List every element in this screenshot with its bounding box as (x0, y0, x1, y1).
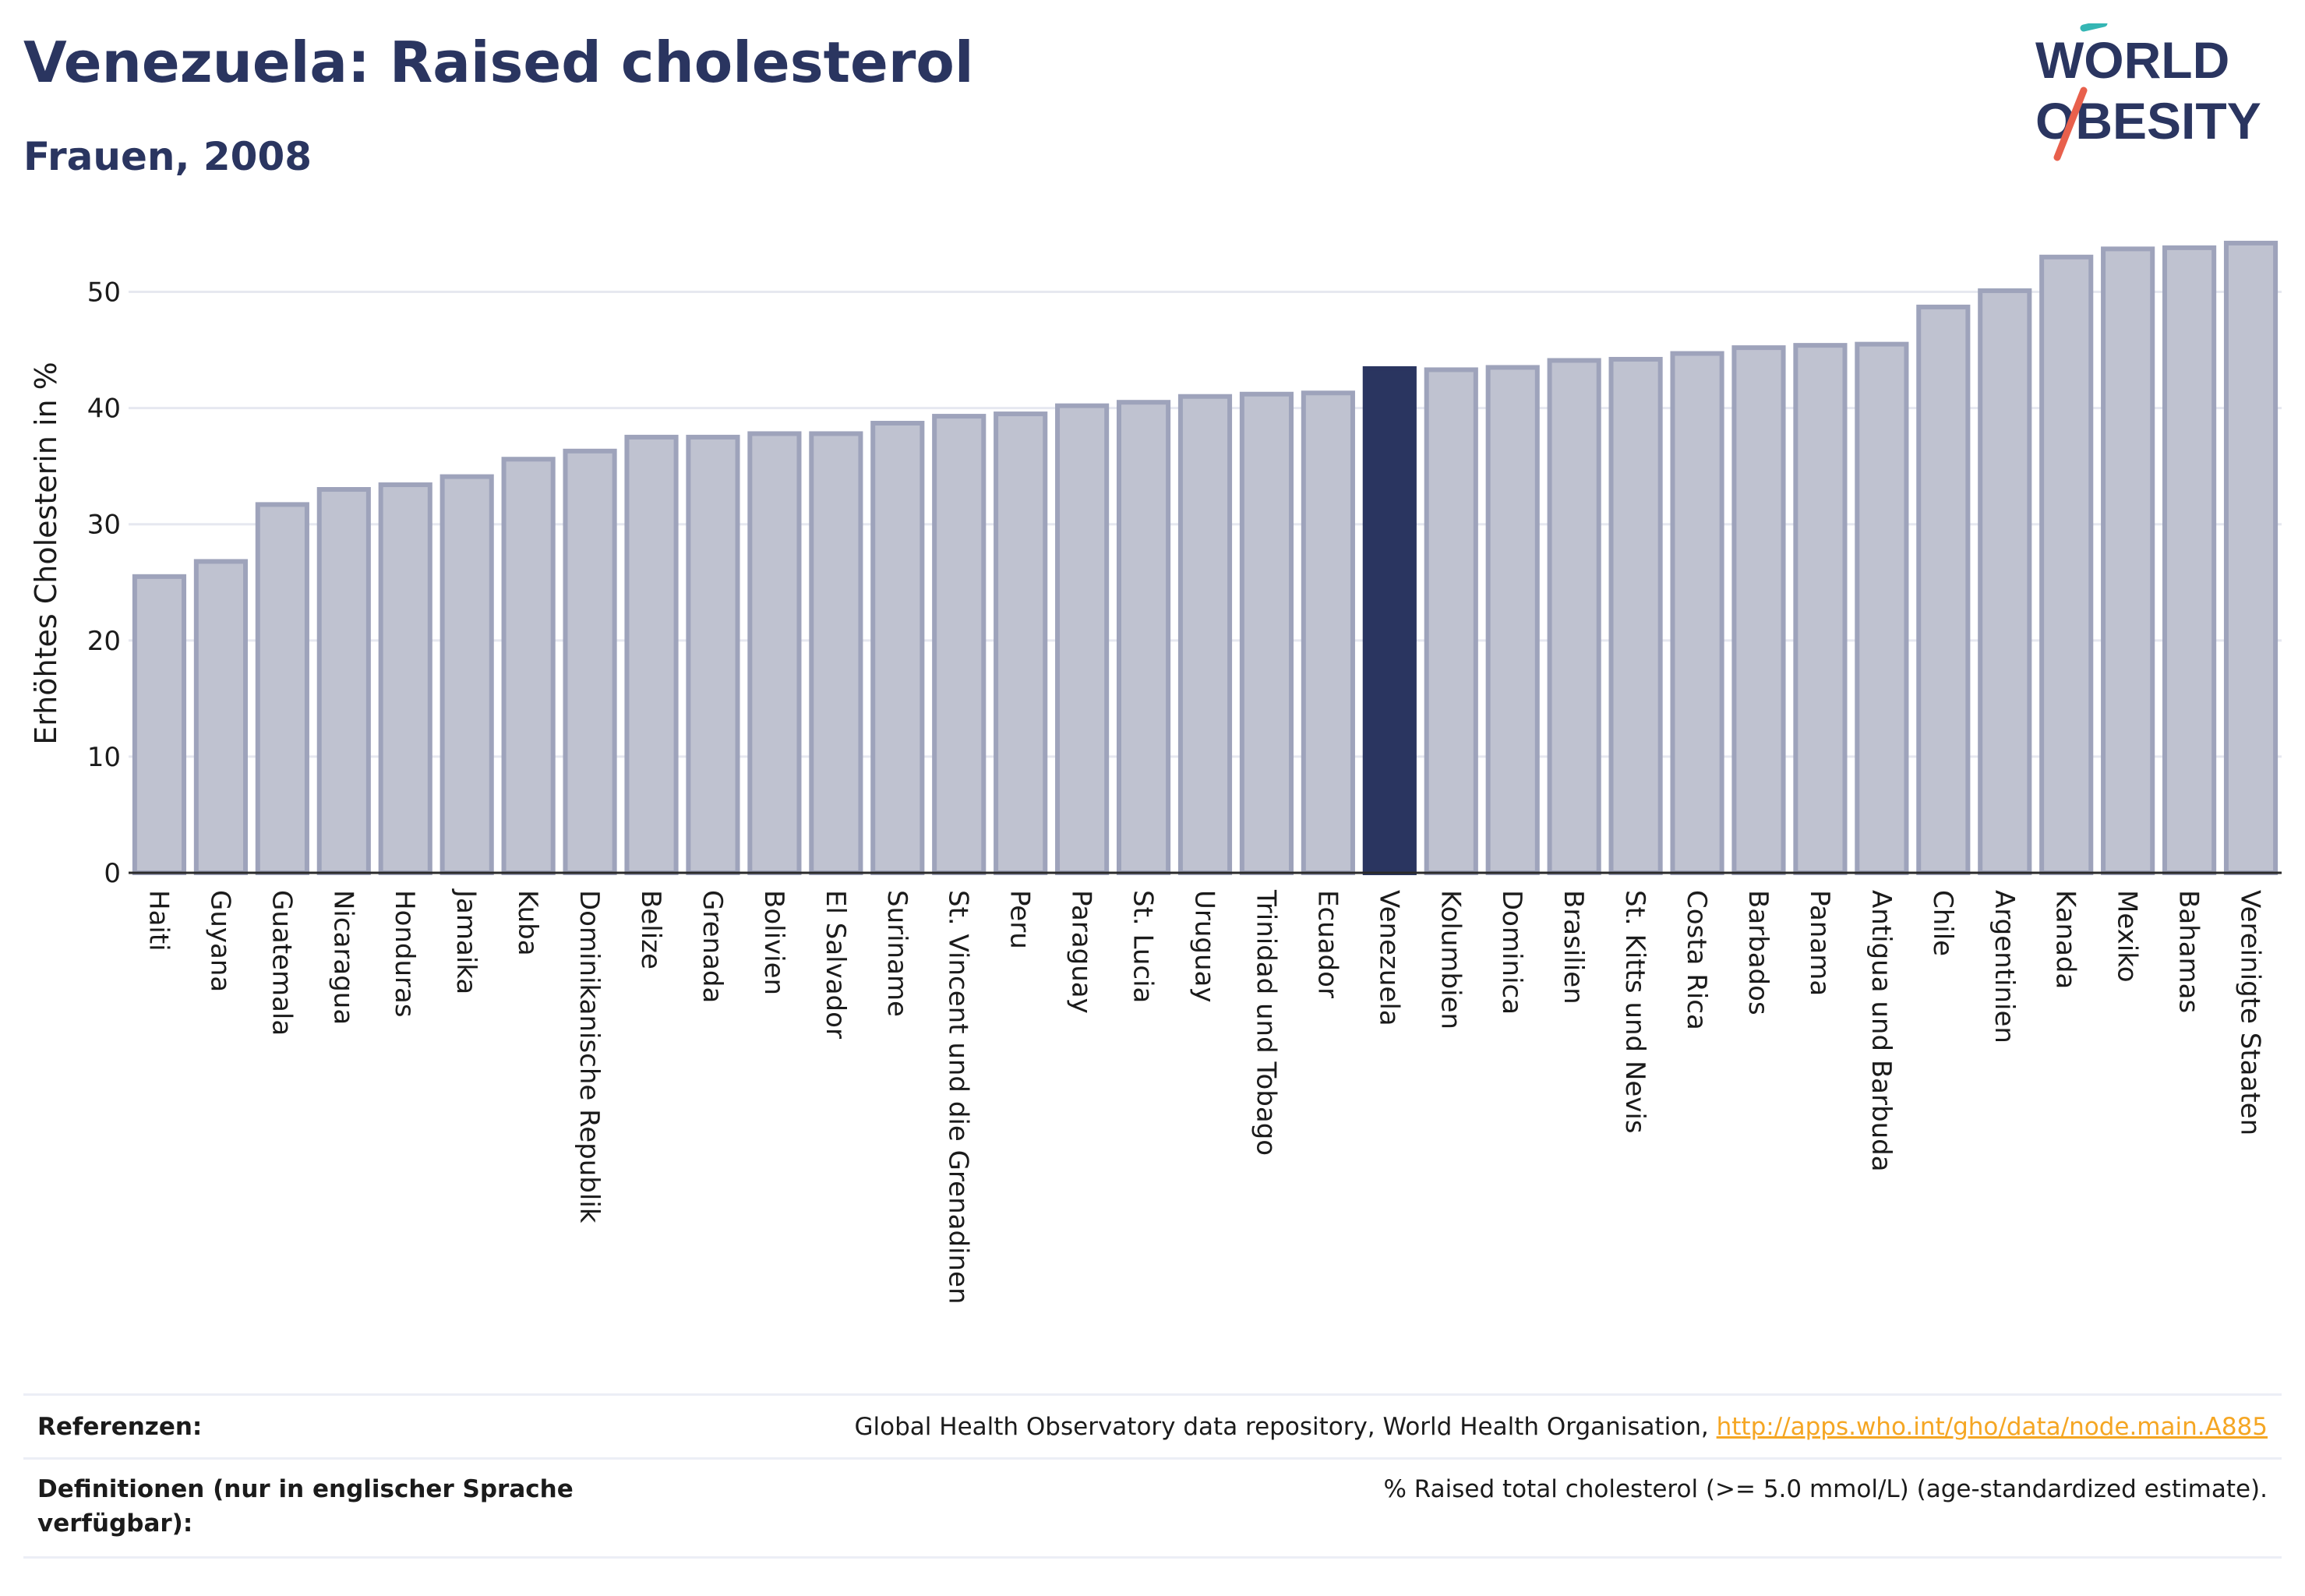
y-tick-label: 30 (87, 510, 121, 541)
bar (2101, 246, 2155, 875)
y-tick-label: 0 (104, 858, 121, 889)
references-link[interactable]: http://apps.who.int/gho/data/node.main.A… (1716, 1413, 2268, 1441)
references-label: Referenzen: (37, 1413, 203, 1441)
bar (255, 502, 309, 876)
bar (563, 448, 617, 875)
x-tick-label: Bahamas (2173, 890, 2204, 1013)
x-tick-label: Belize (635, 890, 666, 969)
x-tick-label: Grenada (697, 890, 728, 1003)
x-tick-label: Peru (1004, 890, 1036, 949)
x-tick-label: Jamaika (450, 888, 482, 994)
bar (1239, 391, 1294, 875)
bar (1485, 365, 1540, 876)
bar (747, 431, 802, 875)
x-tick-label: Guyana (204, 890, 235, 992)
x-tick-label: Honduras (389, 890, 420, 1018)
references-row: Referenzen: Global Health Observatory da… (23, 1393, 2282, 1460)
bar (501, 457, 556, 875)
y-tick-label: 20 (87, 626, 121, 657)
x-tick-label: Uruguay (1189, 890, 1220, 1003)
page-title: Venezuela: Raised cholesterol (23, 30, 974, 95)
x-tick-label: Dominica (1496, 890, 1527, 1015)
x-tick-label: Guatemala (266, 890, 297, 1036)
page-subtitle: Frauen, 2008 (23, 134, 312, 179)
bar (1978, 288, 2032, 875)
definitions-row: Definitionen (nur in englischer Sprache … (23, 1457, 2282, 1559)
x-tick-label: Costa Rica (1681, 890, 1712, 1030)
x-tick-label: Ecuador (1311, 890, 1343, 998)
bar (1116, 400, 1171, 875)
bar (1731, 345, 1786, 876)
x-tick-label: Vereinigte Staaten (2235, 890, 2266, 1135)
references-text: Global Health Observatory data repositor… (854, 1413, 1709, 1441)
x-tick-label: Venezuela (1373, 890, 1404, 1026)
references-value: Global Health Observatory data repositor… (855, 1410, 2268, 1444)
x-tick-label: Kanada (2050, 890, 2081, 989)
bar (316, 487, 371, 875)
x-tick-label: St. Lucia (1128, 890, 1159, 1003)
bar (1916, 304, 1971, 876)
x-tick-label: Nicaragua (327, 890, 358, 1025)
x-tick-label: Kuba (512, 890, 543, 956)
bar (932, 414, 987, 875)
y-axis-title: Erhöhtes Cholesterin in % (29, 362, 63, 745)
x-tick-label: Haiti (143, 890, 174, 952)
bar (2162, 245, 2217, 875)
bar (132, 574, 187, 875)
x-tick-label: St. Vincent und die Grenadinen (943, 890, 974, 1305)
svg-text:WORLD: WORLD (2035, 31, 2229, 89)
x-tick-label: Antigua und Barbuda (1866, 890, 1897, 1172)
x-tick-label: Chile (1927, 890, 1958, 956)
bar-chart: 0 10 20 30 40 50 Erhöhtes Cholesterin in % Hait… (29, 240, 2282, 1305)
x-tick-label: Suriname (881, 890, 912, 1017)
bar (1424, 367, 1478, 876)
bar (809, 431, 863, 875)
y-tick-label: 50 (87, 277, 121, 309)
bar (624, 434, 679, 875)
bar (686, 434, 740, 875)
bar (870, 421, 925, 875)
world-obesity-logo: WORLD OBESITY (2035, 23, 2261, 161)
x-tick-label: Kolumbien (1435, 890, 1466, 1029)
bar (1670, 351, 1724, 875)
bar (1055, 403, 1110, 875)
bar (1855, 341, 1909, 875)
bar (2039, 254, 2094, 875)
x-tick-label: St. Kitts und Nevis (1619, 890, 1650, 1134)
bar (193, 559, 248, 875)
definitions-value: % Raised total cholesterol (>= 5.0 mmol/… (1383, 1475, 2268, 1503)
x-tick-label: Paraguay (1066, 890, 1097, 1014)
x-tick-label: Bolivien (758, 890, 789, 995)
bar (1362, 365, 1417, 876)
definitions-label: Definitionen (nur in englischer Sprache … (37, 1475, 574, 1538)
y-tick-label: 10 (87, 742, 121, 773)
bar (1301, 390, 1355, 876)
x-tick-label: Panama (1804, 890, 1835, 996)
x-tick-label: Trinidad und Tobago (1250, 889, 1281, 1156)
bar (1608, 357, 1663, 875)
bar (378, 482, 432, 875)
x-tick-label: Mexiko (2112, 890, 2143, 983)
bar (1177, 394, 1233, 875)
x-tick-label: El Salvador (820, 890, 851, 1039)
bar (994, 411, 1048, 875)
x-tick-label: Argentinien (1989, 890, 2020, 1043)
x-tick-label: Dominikanische Republik (574, 890, 605, 1223)
x-tick-label: Brasilien (1558, 890, 1589, 1005)
bar (439, 474, 494, 875)
bar (1793, 343, 1848, 875)
bar (2223, 240, 2279, 876)
x-tick-label: Barbados (1742, 890, 1774, 1015)
bar (1547, 358, 1601, 875)
y-tick-label: 40 (87, 394, 121, 425)
